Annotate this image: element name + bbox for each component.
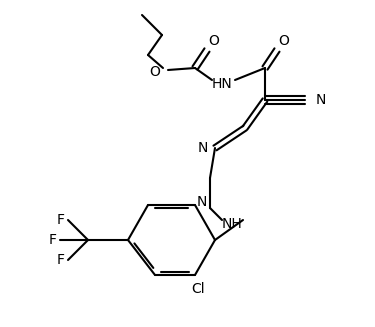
Text: F: F — [57, 253, 65, 267]
Text: F: F — [49, 233, 57, 247]
Text: F: F — [57, 213, 65, 227]
Text: Cl: Cl — [191, 282, 205, 296]
Text: N: N — [316, 93, 326, 107]
Text: O: O — [279, 34, 290, 48]
Text: NH: NH — [222, 217, 242, 231]
Text: N: N — [198, 141, 208, 155]
Text: O: O — [209, 34, 219, 48]
Text: O: O — [150, 65, 160, 79]
Text: HN: HN — [211, 77, 232, 91]
Text: N: N — [197, 195, 207, 209]
